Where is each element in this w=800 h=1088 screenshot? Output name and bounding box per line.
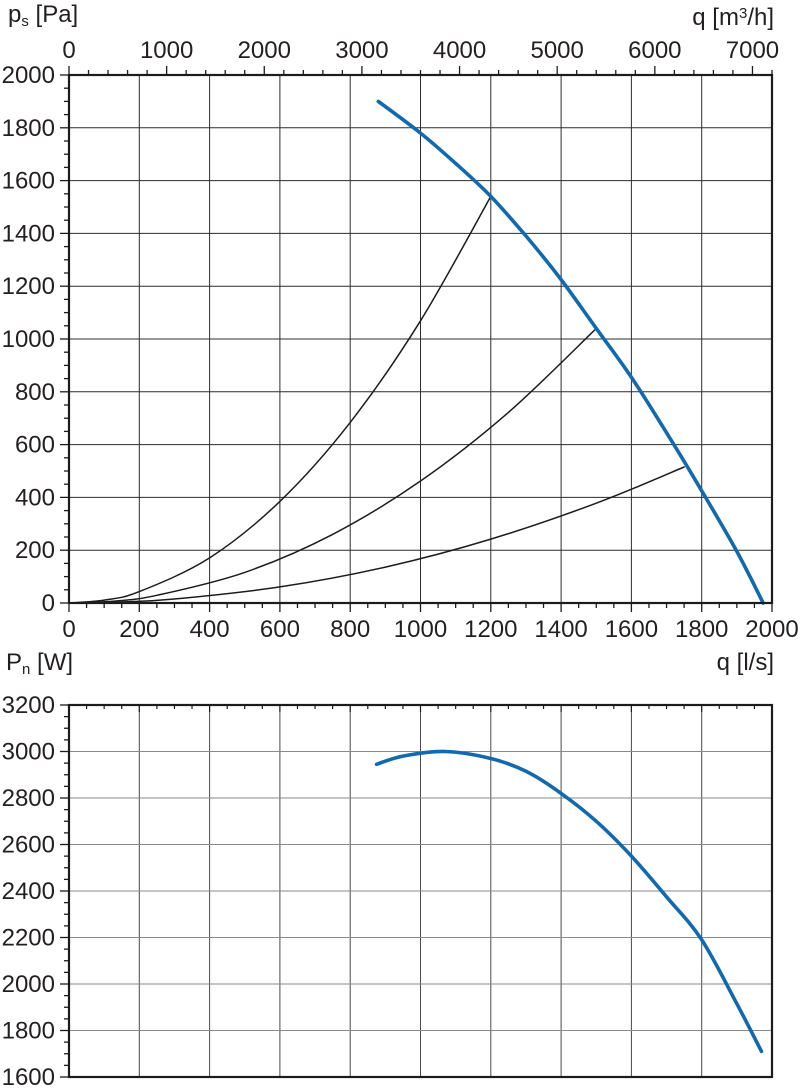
power-y-tick-label: 1800 <box>2 1018 55 1045</box>
pressure-y-tick-label: 2000 <box>2 62 55 89</box>
flow-m3h-tick-label: 4000 <box>433 37 486 64</box>
system-resistance-curve-1 <box>68 195 492 604</box>
pressure-y-tick-label: 0 <box>42 590 55 617</box>
pressure-y-tick-label: 800 <box>15 379 55 406</box>
power-y-tick-label: 1600 <box>2 1064 55 1088</box>
flow-ls-tick-label: 800 <box>330 616 370 643</box>
flow-ls-tick-label: 200 <box>119 616 159 643</box>
power-y-tick-label: 2800 <box>2 785 55 812</box>
pressure-y-tick-label: 200 <box>15 537 55 564</box>
power-chart-curves <box>374 749 764 1054</box>
flow-ls-tick-label: 1200 <box>464 616 517 643</box>
flow-ls-tick-label: 1600 <box>605 616 658 643</box>
flow-ls-tick-label: 600 <box>260 616 300 643</box>
power-y-tick-label: 2200 <box>2 925 55 952</box>
system-resistance-curve-3 <box>68 466 685 604</box>
pressure-y-tick-label: 1800 <box>2 115 55 142</box>
flow-m3h-tick-label: 2000 <box>238 37 291 64</box>
pressure-y-tick-label: 600 <box>15 432 55 459</box>
flow-m3h-tick-label: 0 <box>62 37 75 64</box>
flow-m3h-suffix: /h] <box>747 4 774 31</box>
power-unit: [W] <box>30 649 74 676</box>
power-symbol-subscript: n <box>22 661 31 678</box>
flow-m3h-prefix: q [m <box>692 4 739 31</box>
flow-ls-tick-label: 1800 <box>675 616 728 643</box>
pressure-y-tick-label: 1200 <box>2 273 55 300</box>
flow-ls-label: q [l/s] <box>716 649 774 676</box>
power-y-tick-label: 3200 <box>2 692 55 719</box>
power-chart-tick-labels: 3200 3000 2800 2600 2400 2200 2000 1800 1600 <box>2 692 55 1088</box>
power-axis-title: Pn [W] <box>6 650 73 683</box>
power-y-tick-label: 3000 <box>2 739 55 766</box>
flow-m3h-tick-label: 3000 <box>335 37 388 64</box>
pressure-chart-grid <box>69 75 772 603</box>
power-chart-grid <box>69 705 772 1077</box>
pressure-y-tick-label: 1600 <box>2 168 55 195</box>
pressure-symbol: p <box>8 1 22 28</box>
power-y-tick-label: 2000 <box>2 971 55 998</box>
power-y-tick-label: 2400 <box>2 878 55 905</box>
flow-ls-tick-label: 0 <box>62 616 75 643</box>
flow-m3h-tick-label: 1000 <box>140 37 193 64</box>
flow-m3h-tick-label: 6000 <box>628 37 681 64</box>
flow-ls-tick-label: 400 <box>190 616 230 643</box>
pressure-chart-ticks <box>60 66 773 612</box>
pressure-y-tick-label: 1400 <box>2 220 55 247</box>
flow-ls-tick-label: 1400 <box>534 616 587 643</box>
flow-m3h-superscript: 3 <box>738 5 748 22</box>
power-symbol: P <box>6 649 23 676</box>
pressure-symbol-subscript: s <box>21 13 29 30</box>
pressure-y-tick-label: 400 <box>15 484 55 511</box>
pressure-y-tick-label: 1000 <box>2 326 55 353</box>
pressure-axis-title: ps [Pa] <box>8 2 78 35</box>
fan-power-curve <box>374 749 764 1054</box>
flow-ls-tick-label: 2000 <box>745 616 798 643</box>
fan-pressure-curve <box>376 99 765 605</box>
flow-m3h-tick-label: 7000 <box>726 37 779 64</box>
power-y-tick-label: 2600 <box>2 832 55 859</box>
pressure-chart-curves <box>68 99 765 605</box>
flow-m3h-tick-label: 5000 <box>530 37 583 64</box>
pressure-unit: [Pa] <box>28 1 79 28</box>
power-chart-ticks <box>60 704 773 1078</box>
flow-ls-tick-label: 1000 <box>394 616 447 643</box>
flow-m3h-axis-title: q [m3/h] <box>692 1 774 31</box>
flow-ls-axis-title: q [l/s] <box>717 650 774 676</box>
system-resistance-curve-2 <box>68 327 598 604</box>
